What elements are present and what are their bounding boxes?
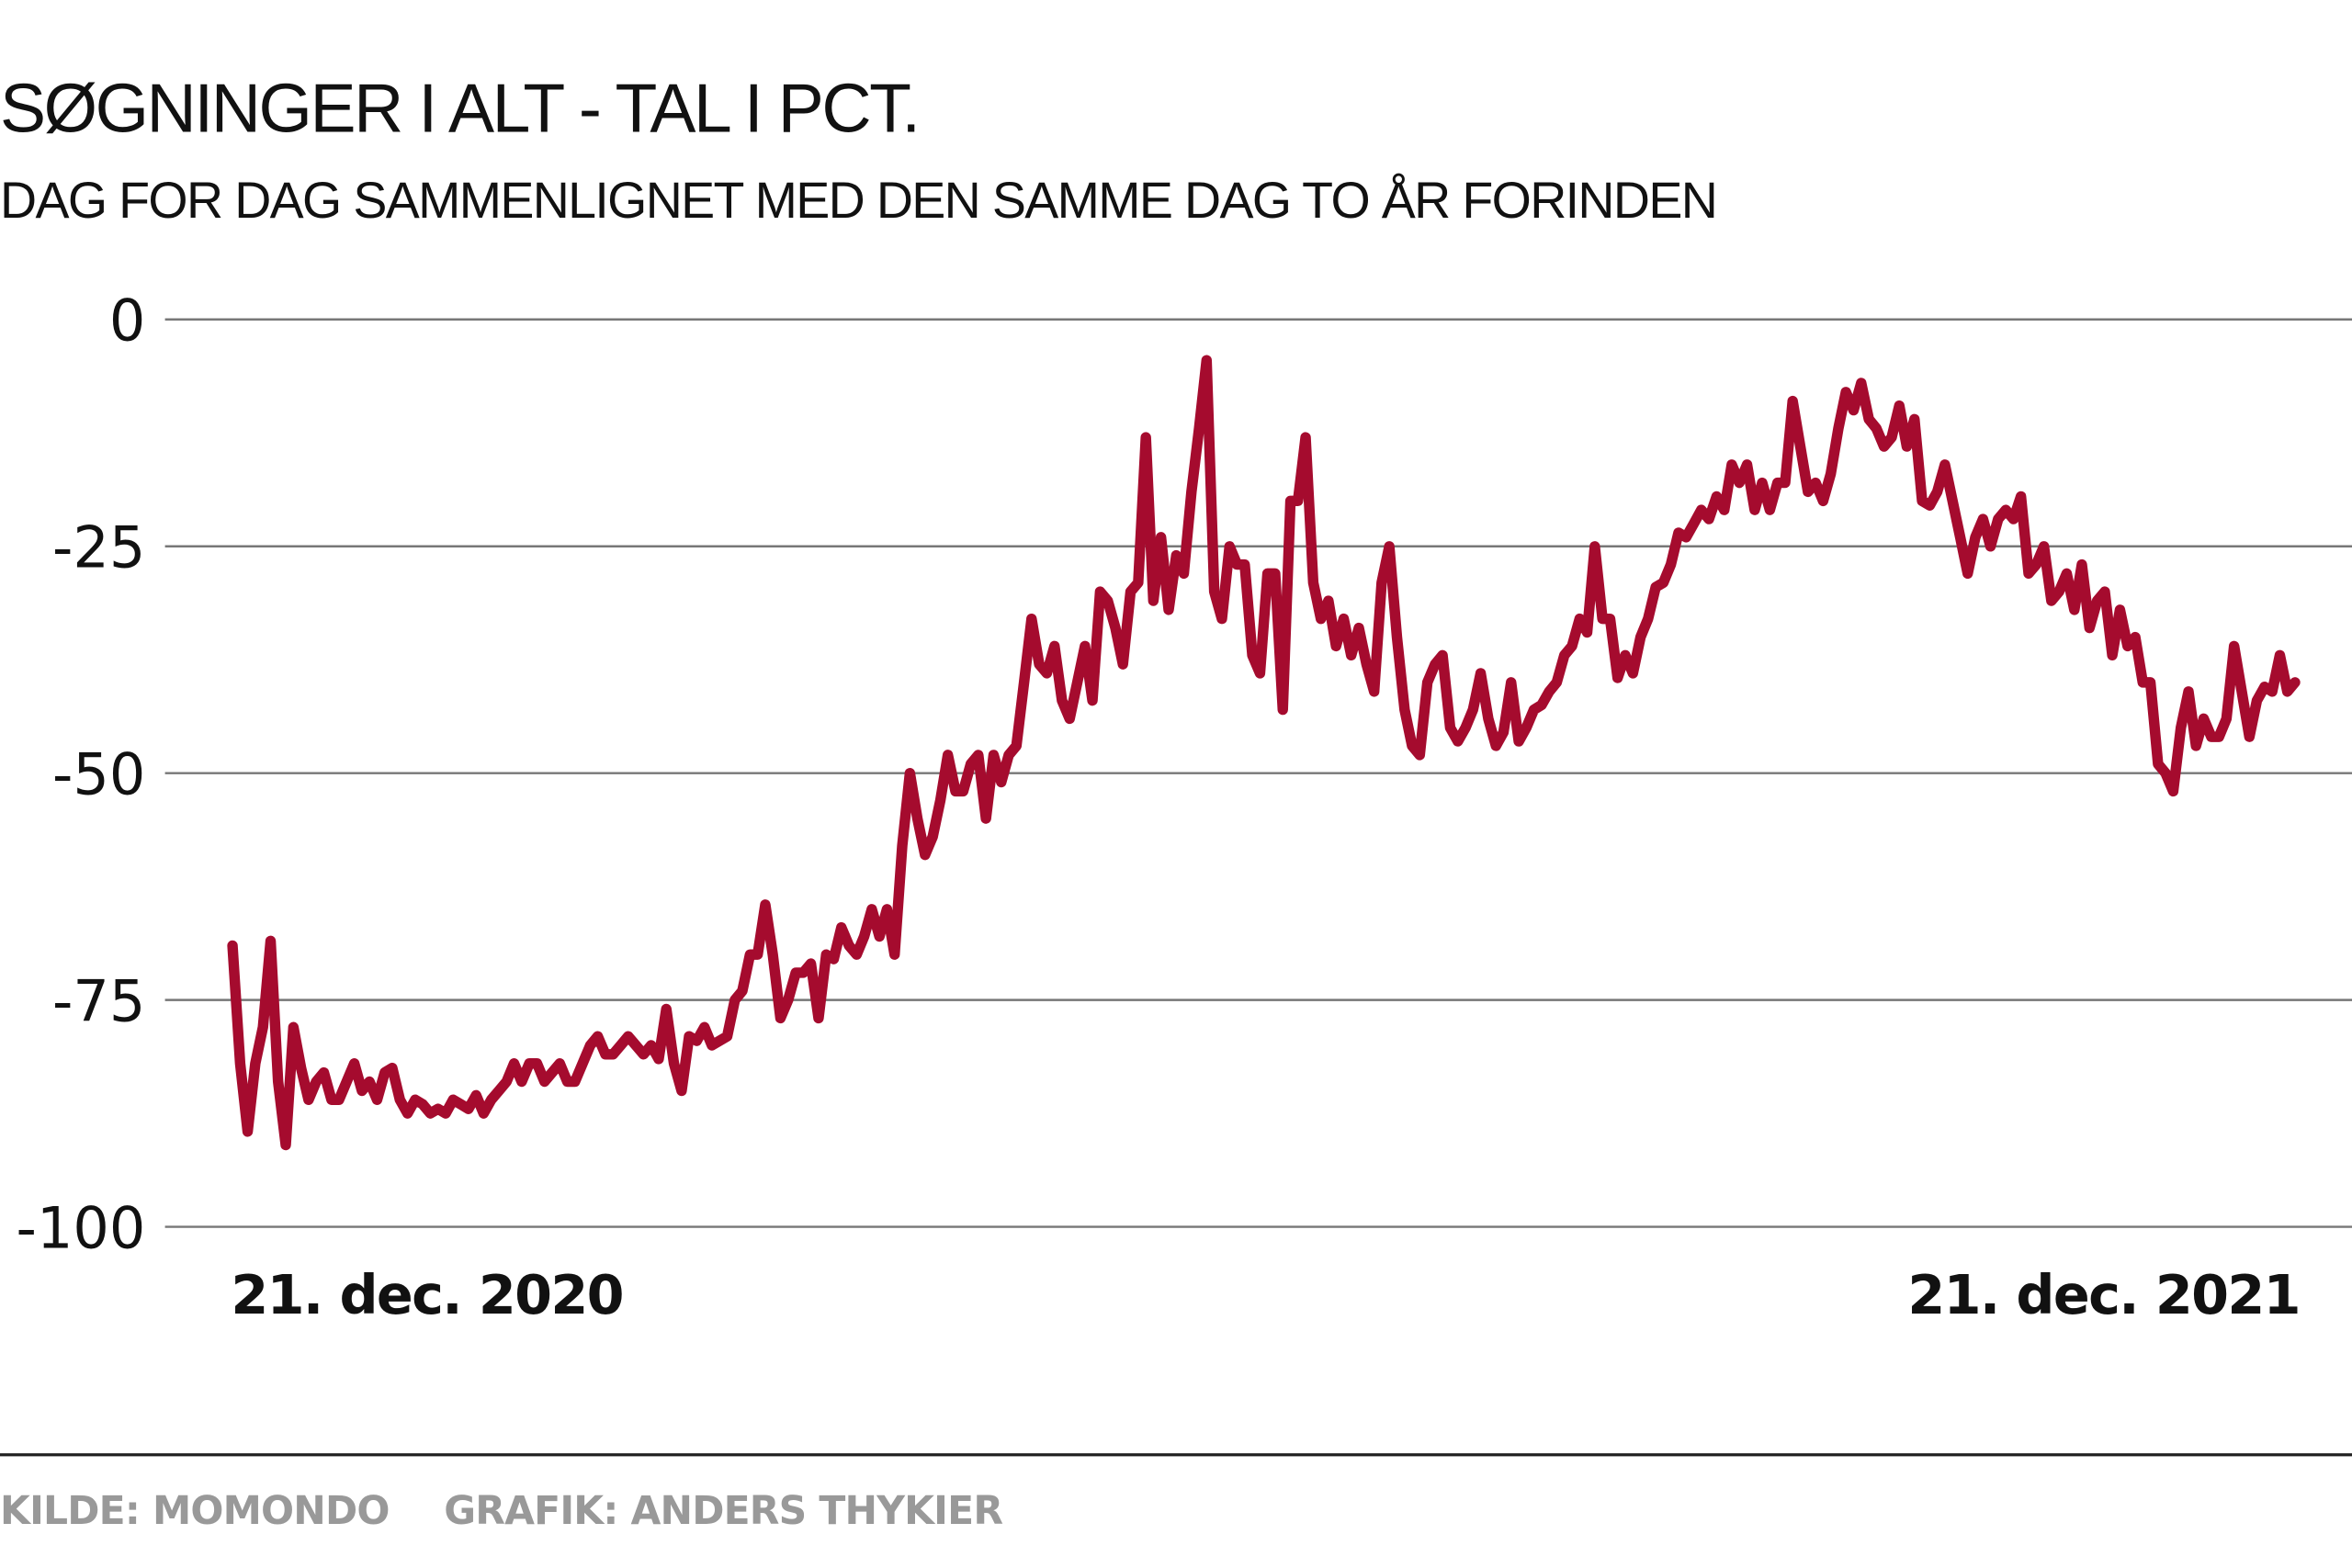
y-axis: 0 -25 -50 -75 -100 (17, 288, 146, 1262)
source-credit: KILDE: MOMONDO (0, 1489, 390, 1534)
graphic-credit: GRAFIK: ANDERS THYKIER (444, 1489, 1002, 1534)
chart-subtitle: DAG FOR DAG SAMMENLIGNET MED DEN SAMME D… (0, 172, 1716, 229)
y-tick-label: -75 (52, 967, 145, 1034)
y-tick-label: -25 (52, 514, 145, 581)
y-tick-label: -100 (17, 1194, 146, 1261)
y-tick-label: -50 (52, 741, 145, 808)
chart-title: SØGNINGER I ALT - TAL I PCT. (0, 70, 919, 147)
x-tick-label-start: 21. dec. 2020 (231, 1263, 622, 1326)
y-tick-label: 0 (109, 288, 145, 355)
series-line (227, 355, 2301, 1151)
x-tick-label-end: 21. dec. 2021 (1907, 1263, 2299, 1326)
